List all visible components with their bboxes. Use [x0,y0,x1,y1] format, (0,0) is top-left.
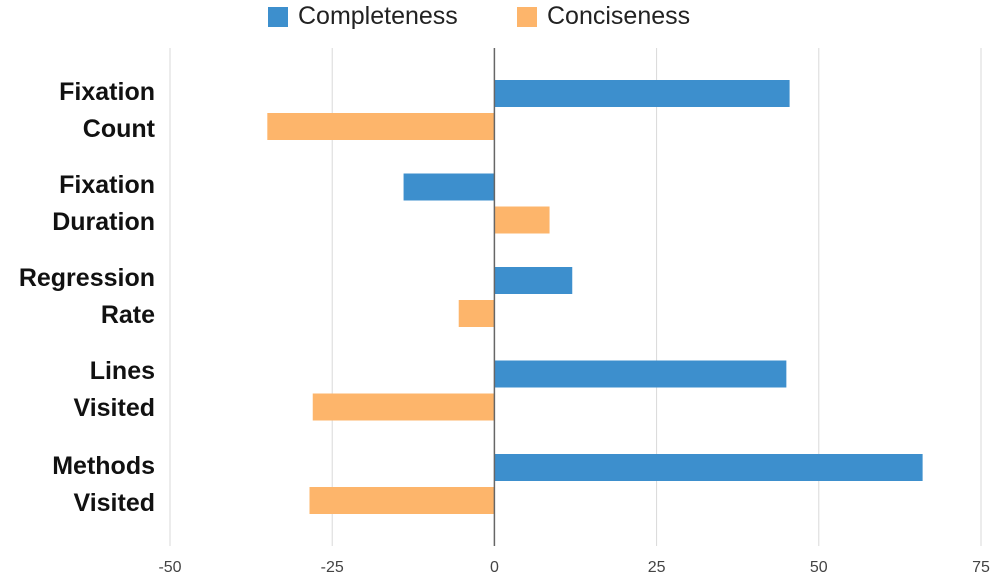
x-tick-label: 0 [490,559,499,576]
category-label-line: Visited [73,489,155,517]
category-label-lines-visited: Lines Visited [0,353,155,427]
x-tick-label: 25 [648,559,666,576]
x-tick-label: -50 [158,559,181,576]
legend-item-conciseness: Conciseness [517,2,690,31]
legend: Completeness Conciseness [0,0,1000,34]
bar-conciseness-fixation-count [267,113,495,140]
category-label-line: Count [82,115,155,143]
x-tick-label: 50 [810,559,828,576]
x-tick-label: 75 [972,559,990,576]
bar-conciseness-regression-rate [458,300,495,327]
bar-completeness-regression-rate [494,267,573,294]
category-label-line: Methods [52,452,155,480]
category-label-line: Fixation [59,78,155,106]
bar-conciseness-fixation-duration [494,206,550,234]
legend-label-conciseness: Conciseness [547,2,691,30]
category-label-fixation-count: Fixation Count [0,74,155,148]
bar-conciseness-methods-visited [309,487,495,514]
bar-completeness-lines-visited [494,360,787,388]
x-tick-label: -25 [321,559,344,576]
category-label-line: Fixation [59,171,155,199]
category-label-line: Regression [18,264,155,292]
bar-completeness-fixation-duration [403,173,495,201]
bar-completeness-methods-visited [494,454,923,481]
category-label-line: Visited [73,394,155,422]
legend-swatch-conciseness [517,6,537,27]
category-label-methods-visited: Methods Visited [0,448,155,522]
bar-completeness-fixation-count [494,80,790,107]
category-label-line: Rate [100,301,155,329]
category-label-regression-rate: Regression Rate [0,260,155,334]
legend-label-completeness: Completeness [298,2,458,30]
category-label-fixation-duration: Fixation Duration [0,167,155,241]
legend-item-completeness: Completeness [268,2,458,31]
category-label-line: Lines [89,357,155,385]
bar-conciseness-lines-visited [312,393,495,421]
legend-swatch-completeness [268,6,288,27]
category-label-line: Duration [52,208,155,236]
